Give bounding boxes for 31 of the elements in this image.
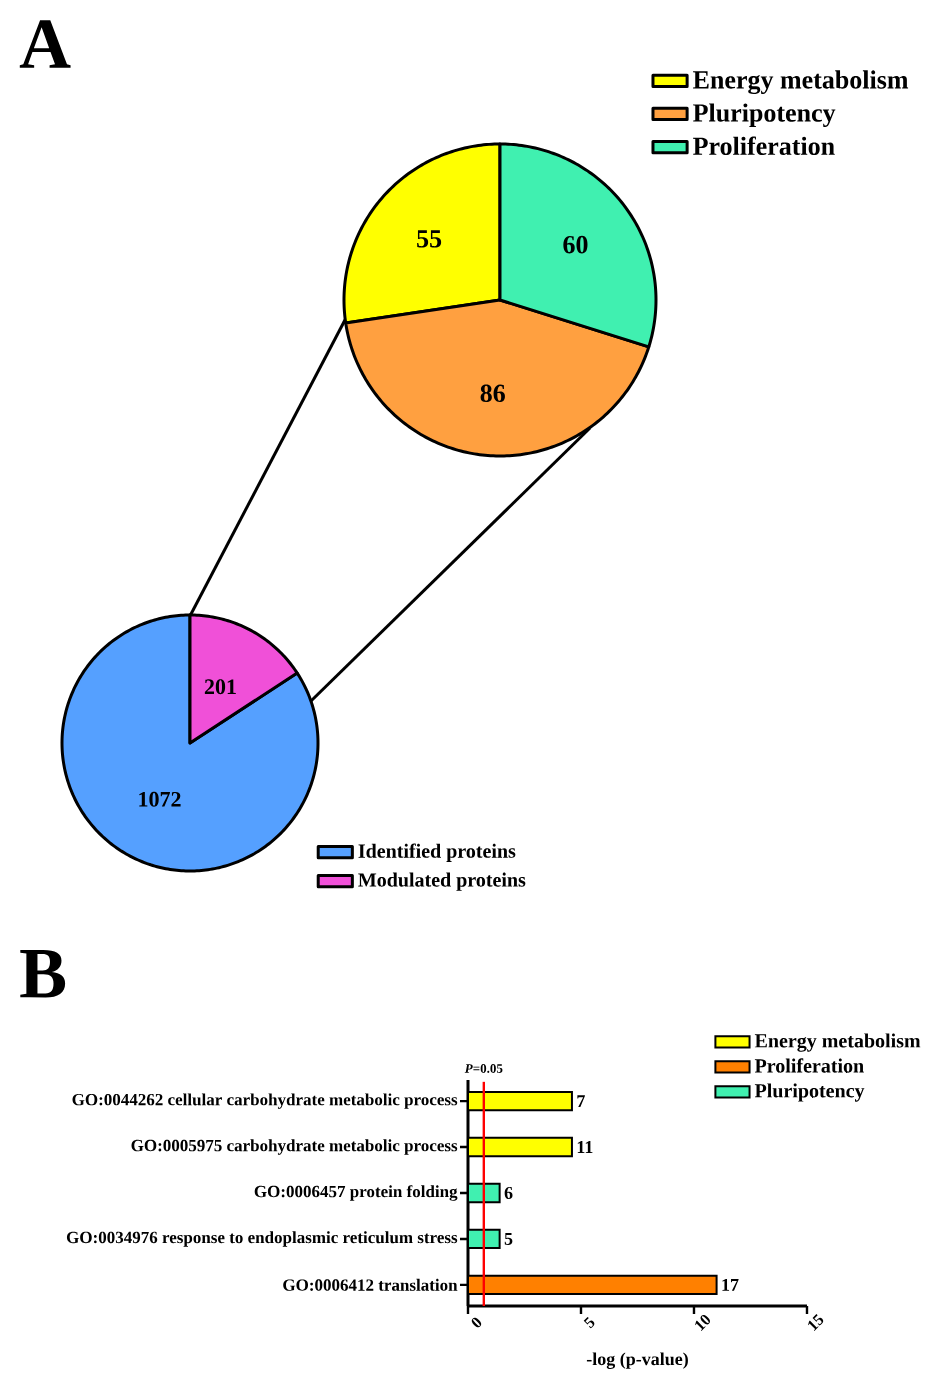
x-tick-label: 5: [583, 1316, 595, 1329]
legend-label: Identified proteins: [358, 843, 516, 862]
annotation: 6: [504, 1186, 513, 1200]
legend-label: Pluripotency: [754, 1083, 865, 1102]
data-label: 55: [417, 230, 442, 248]
legend-label: Proliferation: [754, 1058, 864, 1073]
annotation: 11: [577, 1141, 593, 1154]
x-axis-title: -log (p-value): [586, 1352, 688, 1369]
y-tick-label: GO:0005975 carbohydrate metabolic process: [131, 1139, 458, 1155]
data-label: 86: [480, 384, 505, 403]
x-tick-label: 15: [808, 1314, 824, 1331]
annotation: 17: [722, 1278, 739, 1291]
legend-label: Pluripotency: [693, 103, 836, 128]
y-tick-label: GO:0044262 cellular carbohydrate metabolic process: [72, 1093, 458, 1109]
legend-label: Proliferation: [693, 136, 835, 155]
annotation: 5: [504, 1232, 513, 1245]
data-label: 60: [563, 235, 588, 254]
text: P=0.05: [464, 1064, 503, 1073]
y-tick-label: GO:0006412 translation: [283, 1278, 458, 1291]
chart-title: B: [20, 950, 66, 998]
y-tick-label: GO:0006457 protein folding: [254, 1185, 458, 1201]
chart-title: A: [19, 20, 71, 68]
legend-label: Energy metabolism: [693, 70, 909, 95]
legend-label: Energy metabolism: [754, 1033, 921, 1052]
data-label: 1072: [139, 791, 181, 807]
y-tick-label: GO:0034976 response to endoplasmic reticulum stress: [66, 1231, 458, 1247]
x-tick-label: 0: [471, 1317, 482, 1328]
x-tick-label: 10: [695, 1314, 711, 1331]
data-label: 201: [204, 679, 236, 695]
annotation: 7: [577, 1095, 585, 1108]
legend-label: Modulated proteins: [358, 872, 526, 891]
